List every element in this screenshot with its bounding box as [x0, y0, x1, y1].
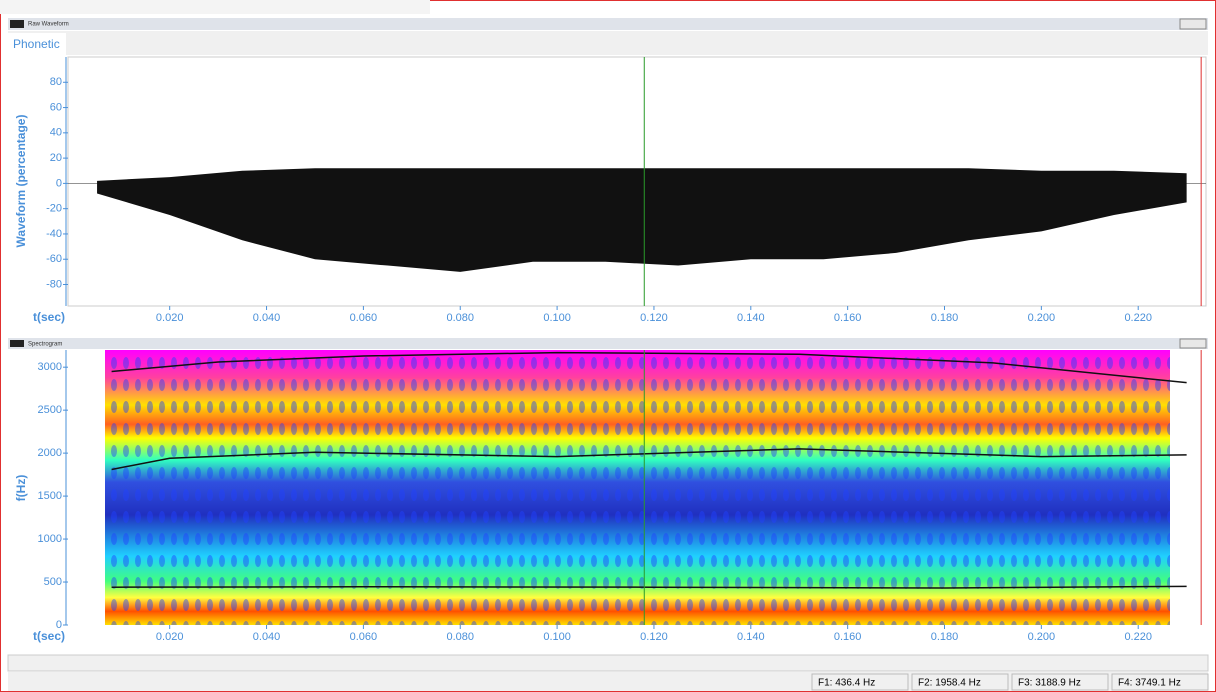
x-tick-label: 0.060 — [350, 631, 378, 643]
scrollbar[interactable] — [8, 655, 1208, 671]
tab-bar — [8, 31, 1208, 55]
x-tick-label: 0.020 — [156, 312, 184, 324]
y-tick-label: 0 — [56, 619, 62, 631]
app-window: Raw Waveform Phonetic Waveform (percenta… — [0, 0, 1216, 692]
window-icon — [10, 340, 24, 347]
x-tick-label: 0.160 — [834, 312, 862, 324]
x-tick-label: 0.160 — [834, 631, 862, 643]
x-tick-label: 0.120 — [640, 631, 668, 643]
x-tick-label: 0.180 — [931, 631, 959, 643]
window-title: Spectrogram — [28, 342, 62, 348]
x-tick-label: 0.180 — [931, 312, 959, 324]
y-tick-label: -20 — [46, 203, 62, 215]
x-axis-label: t(sec) — [33, 310, 65, 324]
x-tick-label: 0.140 — [737, 631, 765, 643]
x-tick-label: 0.120 — [640, 312, 668, 324]
y-tick-label: 1000 — [38, 533, 62, 545]
y-tick-label: 3000 — [38, 361, 62, 373]
x-tick-label: 0.100 — [543, 312, 571, 324]
x-tick-label: 0.040 — [253, 631, 281, 643]
x-tick-label: 0.040 — [253, 312, 281, 324]
window-title: Raw Waveform — [28, 22, 69, 28]
y-tick-label: 0 — [56, 177, 62, 189]
y-tick-label: 500 — [44, 576, 62, 588]
title-bar — [8, 18, 1208, 30]
title-bar — [8, 338, 1208, 349]
status-text: F1: 436.4 Hz — [818, 678, 875, 689]
x-tick-label: 0.140 — [737, 312, 765, 324]
y-axis-label: f(Hz) — [14, 475, 28, 502]
x-tick-label: 0.200 — [1028, 312, 1056, 324]
y-tick-label: -80 — [46, 278, 62, 290]
status-text: F2: 1958.4 Hz — [918, 678, 981, 689]
y-axis-label: Waveform (percentage) — [14, 115, 28, 248]
x-tick-label: 0.020 — [156, 631, 184, 643]
y-tick-label: 40 — [50, 127, 62, 139]
y-tick-label: 1500 — [38, 490, 62, 502]
window-controls[interactable] — [1180, 19, 1206, 29]
status-text: F3: 3188.9 Hz — [1018, 678, 1081, 689]
x-tick-label: 0.220 — [1124, 631, 1152, 643]
y-tick-label: 20 — [50, 152, 62, 164]
status-text: F4: 3749.1 Hz — [1118, 678, 1181, 689]
x-tick-label: 0.060 — [350, 312, 378, 324]
tab-label[interactable]: Phonetic — [13, 37, 60, 51]
spectrogram-texture — [105, 350, 1170, 625]
y-tick-label: 80 — [50, 76, 62, 88]
y-tick-label: -60 — [46, 253, 62, 265]
y-tick-label: -40 — [46, 228, 62, 240]
x-tick-label: 0.080 — [446, 312, 474, 324]
window-controls[interactable] — [1180, 339, 1206, 348]
y-tick-label: 2000 — [38, 447, 62, 459]
window-icon — [10, 20, 24, 28]
y-tick-label: 2500 — [38, 404, 62, 416]
x-tick-label: 0.200 — [1028, 631, 1056, 643]
x-tick-label: 0.220 — [1124, 312, 1152, 324]
x-axis-label: t(sec) — [33, 629, 65, 643]
y-tick-label: 60 — [50, 101, 62, 113]
x-tick-label: 0.100 — [543, 631, 571, 643]
x-tick-label: 0.080 — [446, 631, 474, 643]
menu-strip — [0, 0, 430, 14]
